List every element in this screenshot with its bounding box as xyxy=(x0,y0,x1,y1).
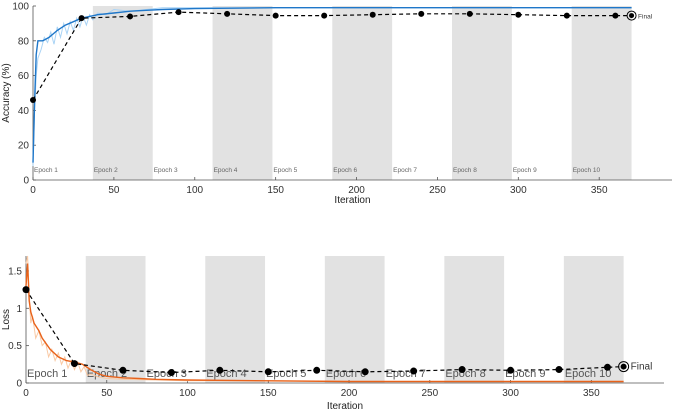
x-tick-label: 300 xyxy=(510,185,527,196)
epoch-label: Epoch 1 xyxy=(27,368,67,380)
y-tick-label: 0 xyxy=(23,176,29,187)
epoch-band xyxy=(563,256,624,383)
epoch-label: Epoch 3 xyxy=(154,167,178,174)
epoch-label: Epoch 9 xyxy=(505,368,545,380)
y-tick-label: 20 xyxy=(18,141,30,152)
validation-point xyxy=(418,10,425,17)
validation-point xyxy=(167,369,175,377)
x-tick-label: 50 xyxy=(101,388,113,399)
accuracy-panel: 0 50 100 150 200 250 300 350 0 20 40 60 80 100 Iterati… xyxy=(1,2,672,206)
epoch-label: Epoch 10 xyxy=(565,368,611,380)
validation-point xyxy=(313,366,321,374)
epoch-band xyxy=(212,6,273,180)
epoch-label: Epoch 8 xyxy=(445,368,485,380)
validation-point xyxy=(224,10,231,17)
y-tick-label: 1.5 xyxy=(8,266,22,277)
epoch-label: Epoch 6 xyxy=(326,368,366,380)
y-tick-label: 60 xyxy=(18,71,30,82)
validation-point xyxy=(78,15,85,22)
validation-point xyxy=(410,367,418,375)
epoch-label: Epoch 5 xyxy=(273,167,297,174)
validation-point xyxy=(127,13,134,20)
training-smoothed-line xyxy=(25,263,624,383)
final-label: Final xyxy=(638,14,653,21)
y-tick-label: 0 xyxy=(16,379,22,390)
x-tick-label: 300 xyxy=(502,388,519,399)
validation-point xyxy=(369,11,376,18)
final-marker-point xyxy=(629,13,635,19)
epoch-band xyxy=(324,256,385,383)
epoch-band xyxy=(332,6,393,180)
epoch-label: Epoch 4 xyxy=(214,167,238,174)
x-tick-label: 50 xyxy=(108,185,120,196)
y-axis-label: Accuracy (%) xyxy=(1,63,12,122)
epoch-label: Epoch 9 xyxy=(513,167,537,174)
validation-point xyxy=(507,366,515,374)
x-tick-label: 200 xyxy=(348,185,365,196)
final-label: Final xyxy=(631,362,653,373)
x-tick-label: 100 xyxy=(186,185,203,196)
x-tick-label: 150 xyxy=(260,388,277,399)
validation-point xyxy=(466,10,473,17)
epoch-band xyxy=(451,6,512,180)
epoch-label: Epoch 6 xyxy=(333,167,357,174)
y-tick-label: 40 xyxy=(18,106,30,117)
epoch-label: Epoch 7 xyxy=(386,368,426,380)
validation-point xyxy=(22,286,30,294)
epoch-label: Epoch 8 xyxy=(453,167,477,174)
validation-point xyxy=(321,12,328,19)
y-axis-label: Loss xyxy=(1,309,12,330)
validation-point xyxy=(603,363,611,371)
validation-point xyxy=(216,366,224,374)
validation-point xyxy=(555,366,563,374)
final-marker-ring xyxy=(626,10,637,21)
validation-point xyxy=(515,11,522,18)
x-tick-label: 250 xyxy=(421,388,438,399)
epoch-label: Epoch 10 xyxy=(573,167,601,174)
epoch-label: Epoch 4 xyxy=(206,368,246,380)
x-axis-label: Iteration xyxy=(334,195,370,206)
epoch-band xyxy=(92,6,153,180)
x-tick-label: 0 xyxy=(30,185,36,196)
epoch-band xyxy=(444,256,505,383)
validation-point xyxy=(175,9,182,16)
epoch-band xyxy=(205,256,266,383)
validation-point xyxy=(70,360,78,368)
epoch-label: Epoch 3 xyxy=(147,368,187,380)
epoch-label: Epoch 1 xyxy=(34,167,58,174)
epoch-label: Epoch 5 xyxy=(266,368,306,380)
x-tick-label: 250 xyxy=(429,185,446,196)
loss-panel: 0 50 100 150 200 250 300 350 0 0.5 1 1.5 Iteration Lo… xyxy=(1,255,664,412)
y-tick-label: 100 xyxy=(12,2,29,13)
y-tick-label: 1 xyxy=(16,304,22,315)
validation-point xyxy=(272,12,279,19)
validation-point xyxy=(119,366,127,374)
validation-point xyxy=(361,368,369,376)
y-tick-label: 0.5 xyxy=(8,341,22,352)
x-axis-label: Iteration xyxy=(327,401,363,412)
epoch-label: Epoch 2 xyxy=(94,167,118,174)
y-tick-label: 80 xyxy=(18,36,30,47)
validation-point xyxy=(458,366,466,374)
x-tick-label: 150 xyxy=(267,185,284,196)
final-marker-ring xyxy=(618,361,630,373)
x-tick-label: 0 xyxy=(23,388,29,399)
epoch-band xyxy=(85,256,146,383)
x-tick-label: 350 xyxy=(583,388,600,399)
final-marker-point xyxy=(620,363,627,370)
validation-point xyxy=(264,368,272,376)
epoch-label: Epoch 7 xyxy=(393,167,417,174)
validation-point xyxy=(612,12,619,19)
x-tick-label: 350 xyxy=(591,185,608,196)
x-tick-label: 100 xyxy=(179,388,196,399)
epoch-band xyxy=(571,6,632,180)
validation-point xyxy=(563,12,570,19)
x-tick-label: 200 xyxy=(341,388,358,399)
training-smoothed-line xyxy=(32,6,632,163)
validation-point xyxy=(30,96,36,103)
